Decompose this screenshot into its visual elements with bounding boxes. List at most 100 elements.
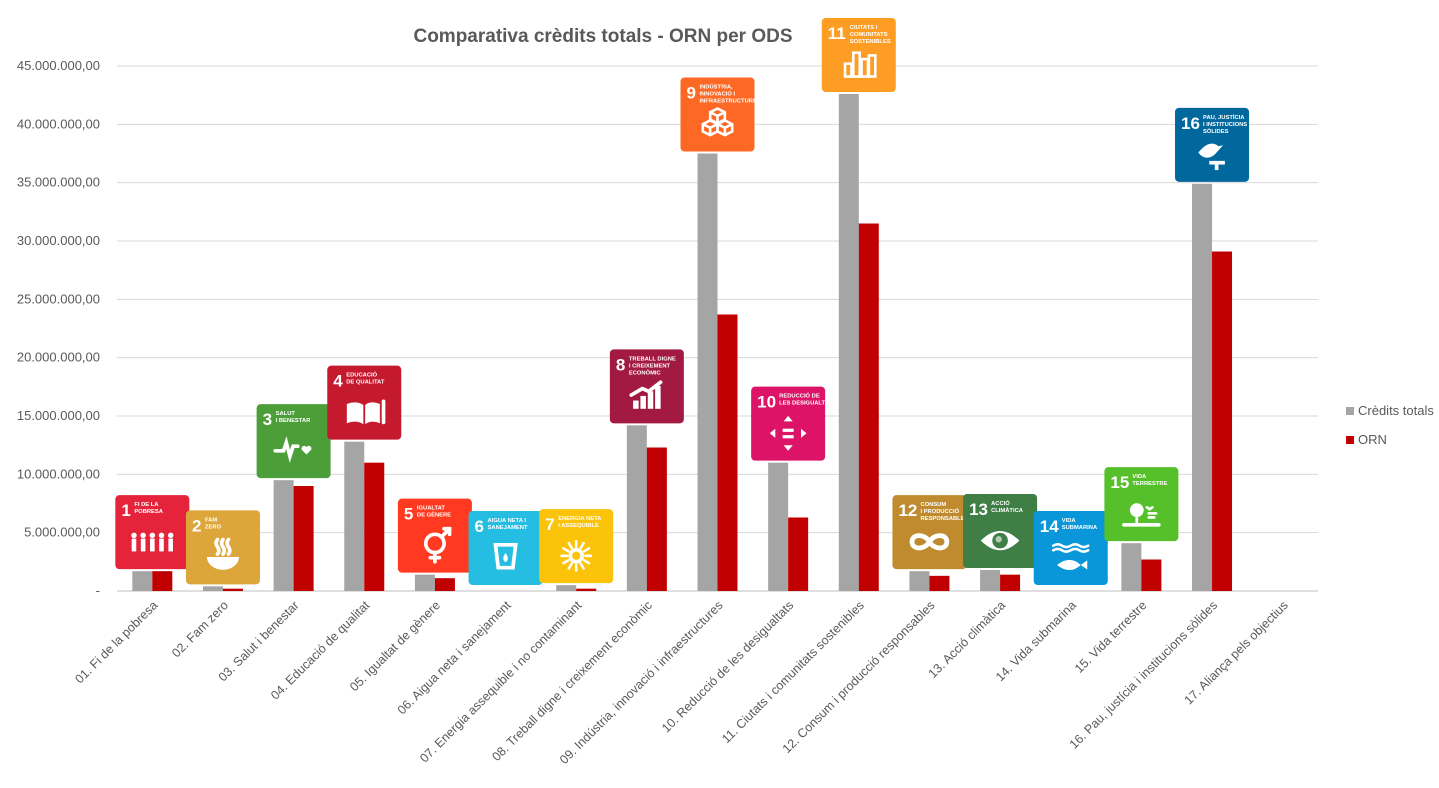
sdg-number: 2 xyxy=(192,516,201,535)
tree-icon xyxy=(1122,503,1161,527)
bar-orn xyxy=(858,223,879,591)
dove-icon xyxy=(1198,143,1225,171)
x-category-label: 15. Vida terrestre xyxy=(1072,598,1150,676)
sdg-caption: SUBMARINA xyxy=(1062,525,1098,531)
sdg-caption: EDUCACIÓ xyxy=(346,371,377,379)
x-category-label: 01. Fi de la pobresa xyxy=(72,598,160,686)
x-category-label: 11. Ciutats i comunitats sostenibles xyxy=(719,598,867,746)
sdg-caption: FAM xyxy=(205,517,217,523)
x-category-label: 14. Vida submarina xyxy=(993,598,1079,684)
bar-credits-total xyxy=(980,570,1001,591)
sdg-caption: DE QUALITAT xyxy=(346,380,385,386)
bar-orn xyxy=(929,575,950,591)
sdg-caption: I ASSEQUIBLE xyxy=(558,523,599,529)
cubes-icon xyxy=(701,107,734,137)
x-category-label: 16. Pau, justícia i institucions sòlides xyxy=(1067,598,1220,751)
y-tick-label: 45.000.000,00 xyxy=(17,58,100,73)
bar-orn xyxy=(1141,559,1162,591)
bar-orn xyxy=(646,447,667,591)
sdg-number: 3 xyxy=(263,410,272,429)
y-tick-label: 15.000.000,00 xyxy=(17,408,100,423)
x-category-label: 08. Treball digne i creixement econòmic xyxy=(489,598,655,764)
infinity-icon xyxy=(909,533,950,551)
sdg-caption: I INSTITUCIONS xyxy=(1203,122,1247,128)
bar-orn xyxy=(788,517,809,591)
sdg-caption: ACCIÓ xyxy=(991,499,1010,507)
x-category-label: 02. Fam zero xyxy=(169,598,231,660)
bar-credits-total xyxy=(273,480,294,591)
sdg-number: 8 xyxy=(616,355,625,374)
sdg-caption: VIDA xyxy=(1062,518,1077,524)
bar-credits-total xyxy=(838,94,859,591)
y-tick-label: 35.000.000,00 xyxy=(17,175,100,190)
water-icon xyxy=(493,542,518,570)
x-category-label: 13. Acció climàtica xyxy=(926,598,1009,681)
y-tick-label: 5.000.000,00 xyxy=(24,525,100,540)
bar-credits-total xyxy=(768,462,789,591)
book-icon xyxy=(346,399,386,425)
fish-icon xyxy=(1052,543,1090,571)
y-tick-label: - xyxy=(96,583,100,598)
bars xyxy=(132,94,1233,592)
sdg-caption: REDUCCIÓ DE xyxy=(779,392,820,400)
sdg-caption: SALUT xyxy=(276,411,296,417)
sdg-number: 9 xyxy=(687,84,696,103)
sdg-caption: CONSUM xyxy=(920,502,946,508)
bar-orn xyxy=(222,588,243,591)
sdg-tile-background xyxy=(256,404,331,479)
bar-credits-total xyxy=(202,586,223,591)
sdg-number: 7 xyxy=(545,515,554,534)
bar-credits-total xyxy=(626,425,647,591)
bar-orn xyxy=(364,462,385,591)
sdg-tile-background xyxy=(751,386,826,461)
sdg-number: 13 xyxy=(969,500,988,519)
growth-icon xyxy=(629,380,663,409)
sdg-caption: AIGUA NETA I xyxy=(488,518,527,524)
x-category-label: 10. Reducció de les desigualtats xyxy=(659,598,796,735)
bowl-icon xyxy=(206,537,240,570)
sdg-caption: ENERGIA NETA xyxy=(558,516,602,522)
sdg-caption: I BENESTAR xyxy=(276,418,311,424)
sdg-number: 4 xyxy=(333,372,343,391)
bar-credits-total xyxy=(414,574,435,591)
bar-orn xyxy=(717,314,738,591)
sdg-caption: COMUNITATS xyxy=(850,32,888,38)
sdg-caption: ECONÒMIC xyxy=(629,368,662,376)
sdg-caption: INDÚSTRIA, xyxy=(700,84,734,91)
sdg-number: 12 xyxy=(898,501,917,520)
sdg-caption: INFRAESTRUCTURES xyxy=(700,99,761,105)
sdg-caption: VIDA xyxy=(1132,474,1147,480)
sdg-caption: TERRESTRE xyxy=(1132,481,1167,487)
bar-credits-total xyxy=(132,571,153,591)
sdg-caption: SANEJAMENT xyxy=(488,525,528,531)
bar-orn xyxy=(1212,251,1233,591)
bar-credits-total xyxy=(697,153,718,591)
sdg-caption: LES DESIGUALTATS xyxy=(779,401,836,407)
x-category-label: 06. Aigua neta i sanejament xyxy=(395,598,514,717)
sdg-number: 16 xyxy=(1181,114,1200,133)
y-tick-label: 25.000.000,00 xyxy=(17,291,100,306)
sdg-number: 14 xyxy=(1040,517,1059,536)
y-axis-labels: - 5.000.000,00 10.000.000,00 15.000.000,00 2… xyxy=(17,58,100,598)
sdg-tile-background xyxy=(1033,511,1108,585)
equality-icon xyxy=(769,415,807,451)
heartbeat-icon xyxy=(273,436,312,463)
x-category-label: 12. Consum i producció responsables xyxy=(780,598,938,756)
sdg-caption: I CREIXEMENT xyxy=(629,363,671,369)
sdg-caption: FI DE LA xyxy=(134,502,159,508)
sdg-number: 15 xyxy=(1110,473,1129,492)
sdg-caption: RESPONSABLES xyxy=(920,516,968,522)
legend-label: ORN xyxy=(1358,432,1387,447)
bar-credits-total xyxy=(1192,183,1213,592)
sdg-caption: SOSTENIBLES xyxy=(850,39,891,45)
gender-icon xyxy=(423,526,452,564)
